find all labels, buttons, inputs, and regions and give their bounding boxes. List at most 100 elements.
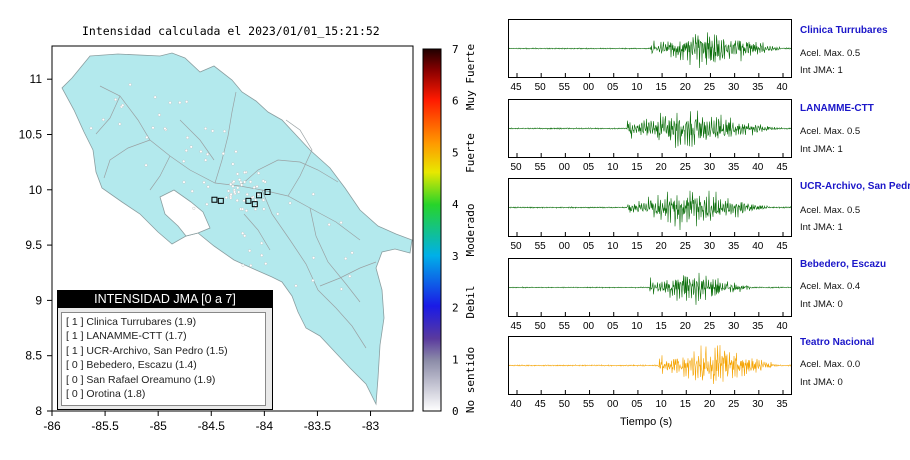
waveform-tick-label: 45 bbox=[534, 399, 546, 410]
station-int: Int JMA: 1 bbox=[800, 222, 843, 233]
town-dot bbox=[153, 95, 157, 99]
town-dot bbox=[118, 122, 122, 126]
waveform-svg bbox=[508, 272, 792, 316]
town-dot bbox=[211, 129, 215, 133]
waveform-tick-label: 00 bbox=[607, 399, 619, 410]
colorbar-tick-label: 5 bbox=[452, 146, 459, 159]
y-tick-label: 10 bbox=[29, 183, 43, 197]
station-acel: Acel. Max. 0.4 bbox=[800, 281, 861, 292]
town-dot bbox=[243, 234, 247, 238]
road-network bbox=[95, 85, 377, 349]
station-int: Int JMA: 1 bbox=[800, 144, 843, 155]
town-dot bbox=[241, 263, 245, 267]
waveform-tick-label: 45 bbox=[776, 241, 788, 252]
town-dot bbox=[276, 212, 280, 216]
waveform-tick-label: 30 bbox=[752, 399, 764, 410]
station-marker bbox=[211, 196, 218, 203]
town-dot bbox=[229, 182, 233, 186]
town-dot bbox=[245, 209, 248, 213]
town-dot bbox=[227, 189, 231, 193]
waveform-panel bbox=[508, 99, 792, 158]
waveform-tick-label: 55 bbox=[582, 399, 595, 410]
town-dot bbox=[255, 185, 259, 188]
waveform-tick-label: 55 bbox=[534, 241, 546, 252]
colorbar-tick-label: 3 bbox=[452, 250, 459, 263]
colorbar-labels: Muy Fuerte Fuerte Moderado Debil No sentido bbox=[464, 44, 477, 413]
town-dot bbox=[236, 186, 240, 190]
colorbar-level-label: Muy Fuerte bbox=[464, 44, 477, 110]
town-dot bbox=[235, 198, 239, 202]
y-tick-label: 8.5 bbox=[25, 349, 42, 363]
colorbar-tick-label: 1 bbox=[452, 353, 459, 366]
waveform-tick-label: 10 bbox=[631, 321, 643, 332]
x-tick-label: -86 bbox=[43, 419, 61, 433]
town-dot bbox=[206, 152, 210, 156]
map-points bbox=[89, 83, 354, 301]
waveform-svg bbox=[508, 345, 792, 394]
waveform-tick-label: 20 bbox=[679, 321, 691, 332]
town-dot bbox=[231, 184, 235, 188]
town-dot bbox=[121, 103, 125, 107]
waveform-trace bbox=[508, 345, 792, 385]
waveform-svg bbox=[508, 190, 792, 236]
colorbar bbox=[422, 48, 442, 412]
town-dot bbox=[204, 127, 208, 130]
town-dot bbox=[261, 179, 265, 183]
waveform-tick-label: 40 bbox=[752, 241, 764, 252]
town-dot bbox=[241, 207, 244, 211]
town-dot bbox=[350, 251, 354, 255]
town-dot bbox=[189, 145, 193, 149]
town-dot bbox=[89, 126, 93, 130]
colorbar-tick-label: 6 bbox=[452, 95, 459, 108]
station-name: Clinica Turrubares bbox=[800, 25, 888, 36]
waveform-tick-label: 40 bbox=[776, 82, 788, 93]
waveform-trace bbox=[508, 190, 792, 231]
y-tick-label: 10.5 bbox=[19, 127, 43, 141]
waveform-tick-label: 20 bbox=[655, 162, 667, 173]
town-dot bbox=[249, 264, 253, 267]
waveform-tick-label: 40 bbox=[510, 399, 522, 410]
town-dot bbox=[202, 180, 206, 184]
town-dot bbox=[239, 180, 243, 184]
colorbar-level-label: Debil bbox=[464, 285, 477, 318]
town-dot bbox=[264, 262, 268, 266]
waveform-tick-label: 05 bbox=[582, 241, 595, 252]
town-dot bbox=[260, 253, 264, 257]
x-tick-label: -83.5 bbox=[304, 419, 332, 433]
waveform-tick-label: 15 bbox=[655, 82, 667, 93]
waveform-ticks: 45 50 55 00 05 10 15 20 25 30 35 40 bbox=[508, 82, 790, 94]
station-acel: Acel. Max. 0.5 bbox=[800, 205, 861, 216]
town-dot bbox=[151, 126, 155, 130]
town-dot bbox=[233, 190, 236, 194]
waveform-ticks: 45 50 55 00 05 10 15 20 25 30 35 40 bbox=[508, 321, 790, 333]
town-dot bbox=[288, 201, 292, 205]
legend-item: [ 1 ] LANAMME-CTT (1.7) bbox=[66, 330, 187, 343]
town-dot bbox=[232, 180, 236, 184]
waveform-tick-label: 30 bbox=[703, 162, 716, 173]
waveform-tick-label: 35 bbox=[728, 162, 740, 173]
station-acel: Acel. Max. 0.5 bbox=[800, 48, 861, 59]
waveform-tick-label: 35 bbox=[728, 241, 740, 252]
station-acel: Acel. Max. 0.5 bbox=[800, 126, 861, 137]
waveform-tick-label: 35 bbox=[776, 399, 788, 410]
town-dot bbox=[163, 127, 167, 130]
waveform-panel bbox=[508, 336, 792, 395]
x-tick-label: -85.5 bbox=[91, 419, 119, 433]
waveform-tick-label: 20 bbox=[703, 399, 716, 410]
colorbar-ticks: 7 6 5 4 3 2 1 0 bbox=[452, 43, 459, 418]
waveform-trace bbox=[508, 110, 792, 148]
waveform-tick-label: 05 bbox=[631, 399, 643, 410]
waveform-tick-label: 45 bbox=[510, 82, 522, 93]
town-dot bbox=[168, 101, 172, 105]
waveform-tick-label: 05 bbox=[607, 82, 619, 93]
colorbar-level-label: Moderado bbox=[464, 204, 477, 257]
town-dot bbox=[312, 256, 316, 260]
waveform-trace bbox=[508, 272, 792, 305]
town-dot bbox=[145, 135, 149, 139]
town-dot bbox=[254, 207, 257, 211]
town-dot bbox=[199, 150, 203, 154]
legend-item: [ 1 ] UCR-Archivo, San Pedro (1.5) bbox=[66, 344, 228, 357]
waveform-tick-label: 30 bbox=[703, 241, 716, 252]
x-tick-label: -83 bbox=[362, 419, 380, 433]
town-dot bbox=[262, 207, 266, 211]
